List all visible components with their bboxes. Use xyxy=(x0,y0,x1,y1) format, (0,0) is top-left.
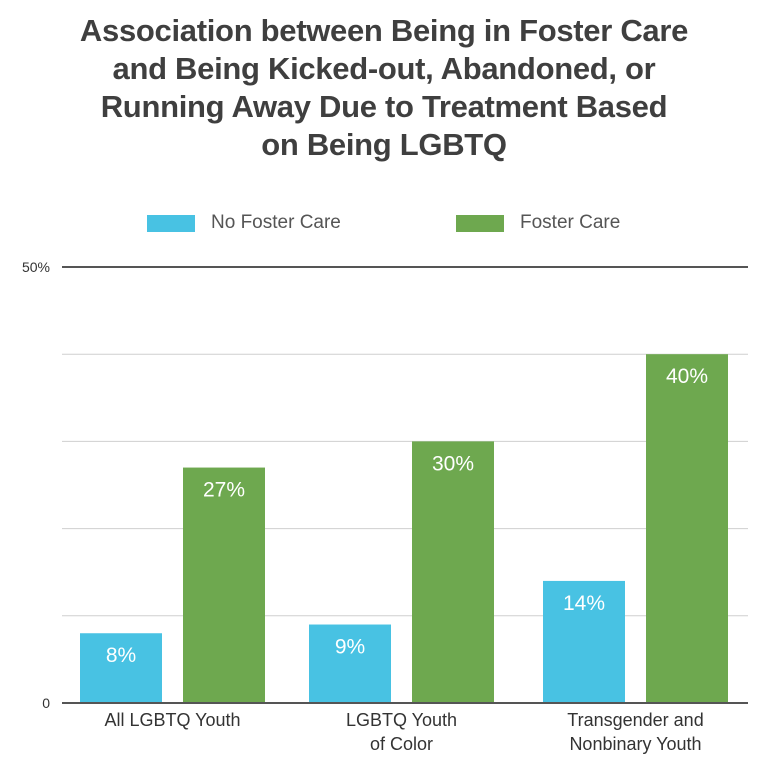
y-tick-label: 50% xyxy=(22,259,50,275)
y-tick-label: 0 xyxy=(42,695,50,711)
data-label: 27% xyxy=(203,479,245,502)
bar xyxy=(646,354,728,703)
data-label: 30% xyxy=(432,452,474,475)
bar xyxy=(80,633,162,703)
x-tick-label: Transgender and xyxy=(567,710,703,730)
chart-title-line: and Being Kicked-out, Abandoned, or xyxy=(112,51,656,86)
bar xyxy=(543,580,625,703)
chart-title-line: on Being LGBTQ xyxy=(261,127,507,162)
data-label: 14% xyxy=(563,592,605,615)
legend-item-foster-care: Foster Care xyxy=(456,212,620,234)
data-label: 9% xyxy=(335,636,365,659)
x-tick-label: All LGBTQ Youth xyxy=(104,710,240,730)
data-label: 40% xyxy=(666,365,708,388)
chart-title-line: Running Away Due to Treatment Based xyxy=(100,89,668,124)
x-tick-label: Nonbinary Youth xyxy=(569,734,701,754)
chart-title-line: Association between Being in Foster Care xyxy=(79,13,689,48)
bar xyxy=(412,441,494,703)
x-tick-label: of Color xyxy=(370,734,433,754)
legend-swatch-no-foster-care xyxy=(147,214,195,232)
data-label: 8% xyxy=(106,644,136,667)
legend-label-no-foster-care: No Foster Care xyxy=(211,212,341,233)
bar xyxy=(309,624,391,703)
x-tick-label: LGBTQ Youth xyxy=(346,710,457,730)
chart-title: Association between Being in Foster Care… xyxy=(0,12,768,164)
legend-label-foster-care: Foster Care xyxy=(520,212,621,233)
legend-swatch-foster-care xyxy=(456,214,504,232)
bar xyxy=(183,467,265,703)
legend-item-no-foster-care: No Foster Care xyxy=(147,212,341,234)
